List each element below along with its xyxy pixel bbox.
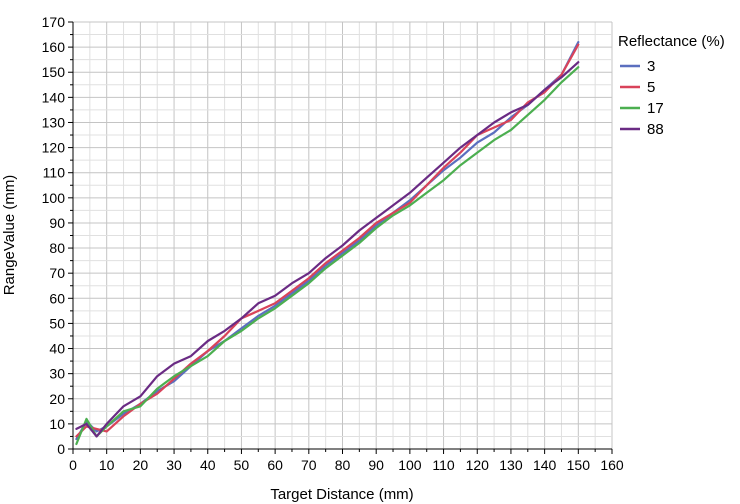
legend-items: 3 5 17 88 (620, 58, 664, 138)
x-tick-label: 110 (432, 457, 455, 473)
y-tick-label: 0 (57, 441, 65, 457)
y-tick-label: 60 (49, 290, 65, 306)
grid (72, 21, 613, 450)
y-tick-label: 10 (49, 416, 65, 432)
y-tick-label: 170 (42, 14, 66, 30)
legend-label-5: 5 (647, 79, 655, 96)
y-tick-label: 90 (49, 215, 65, 231)
y-tick-label: 70 (49, 265, 65, 281)
x-tick-label: 120 (466, 457, 490, 473)
x-axis-title: Target Distance (mm) (270, 486, 413, 503)
y-tick-label: 140 (42, 89, 66, 105)
series-line-88 (75, 61, 580, 438)
x-tick-label: 10 (99, 457, 115, 473)
ticks (68, 21, 613, 454)
x-tick-labels: 0 10 20 30 40 50 60 70 80 90 100 110 120 130 140 150 160 (69, 457, 624, 473)
legend: Reflectance (%) 3 5 17 88 (618, 33, 725, 138)
legend-label-88: 88 (647, 121, 664, 138)
y-tick-label: 80 (49, 240, 65, 256)
y-tick-label: 150 (42, 64, 66, 80)
y-tick-label: 160 (42, 39, 66, 55)
x-tick-label: 160 (600, 457, 624, 473)
y-axis-title: RangeValue (mm) (1, 175, 18, 296)
x-tick-label: 50 (234, 457, 250, 473)
y-tick-label: 100 (42, 190, 66, 206)
x-tick-label: 70 (301, 457, 317, 473)
series-lines (75, 40, 580, 446)
x-tick-label: 130 (499, 457, 523, 473)
y-tick-label: 110 (43, 165, 66, 181)
y-tick-label: 130 (42, 114, 66, 130)
x-tick-label: 0 (69, 457, 77, 473)
y-tick-label: 40 (49, 341, 65, 357)
legend-title: Reflectance (%) (618, 33, 725, 50)
x-tick-label: 60 (267, 457, 283, 473)
legend-label-3: 3 (647, 58, 655, 75)
y-tick-label: 50 (49, 315, 65, 331)
y-tick-label: 120 (42, 140, 66, 156)
y-tick-labels: 0 10 20 30 40 50 60 70 80 90 100 110 120 130 140 150 160… (42, 14, 66, 457)
x-tick-label: 40 (200, 457, 216, 473)
x-tick-label: 140 (533, 457, 557, 473)
x-tick-label: 30 (166, 457, 182, 473)
x-tick-label: 80 (335, 457, 351, 473)
y-tick-label: 30 (49, 366, 65, 382)
y-tick-label: 20 (49, 391, 65, 407)
legend-label-17: 17 (647, 100, 664, 117)
x-tick-label: 150 (567, 457, 591, 473)
series-line-17 (75, 66, 580, 446)
x-tick-label: 90 (368, 457, 384, 473)
x-tick-label: 20 (133, 457, 149, 473)
x-tick-label: 100 (398, 457, 422, 473)
